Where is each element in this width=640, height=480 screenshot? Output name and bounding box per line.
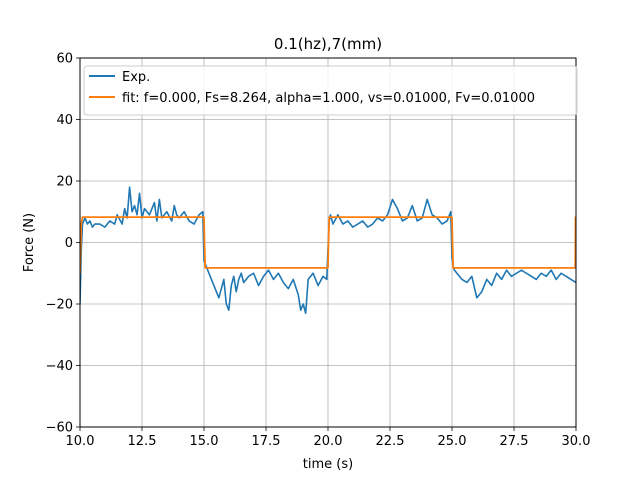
- y-tick-label: −40: [46, 359, 73, 374]
- legend-label-exp: Exp.: [122, 70, 150, 85]
- legend: Exp. fit: f=0.000, Fs=8.264, alpha=1.000…: [83, 65, 578, 116]
- x-tick-label: 12.5: [128, 434, 157, 449]
- series-fit-line: [80, 216, 576, 274]
- y-axis-label: Force (N): [22, 213, 37, 272]
- y-tick-label: −60: [46, 421, 73, 436]
- x-tick-label: 22.5: [376, 434, 405, 449]
- x-tick-label: 10.0: [66, 434, 95, 449]
- x-tick-label: 27.5: [500, 434, 529, 449]
- x-tick-label: 17.5: [252, 434, 281, 449]
- y-tick-label: −20: [46, 298, 73, 313]
- x-tick-label: 25.0: [438, 434, 467, 449]
- y-tick-label: 60: [56, 52, 73, 67]
- ticks: 10.0 12.5 15.0 17.5 20.0 22.5 25.0 27.5 30.0 −60 −…: [46, 52, 591, 450]
- legend-box: [83, 65, 578, 116]
- legend-label-fit: fit: f=0.000, Fs=8.264, alpha=1.000, vs=…: [122, 91, 535, 106]
- y-tick-label: 40: [56, 113, 73, 128]
- chart-title: 0.1(hz),7(mm): [274, 35, 382, 53]
- x-tick-label: 30.0: [562, 434, 591, 449]
- x-tick-label: 15.0: [190, 434, 219, 449]
- plot-area: [80, 186, 576, 315]
- y-tick-label: 20: [56, 175, 73, 190]
- x-tick-label: 20.0: [314, 434, 343, 449]
- x-axis-label: time (s): [303, 457, 353, 472]
- y-tick-label: 0: [65, 236, 73, 251]
